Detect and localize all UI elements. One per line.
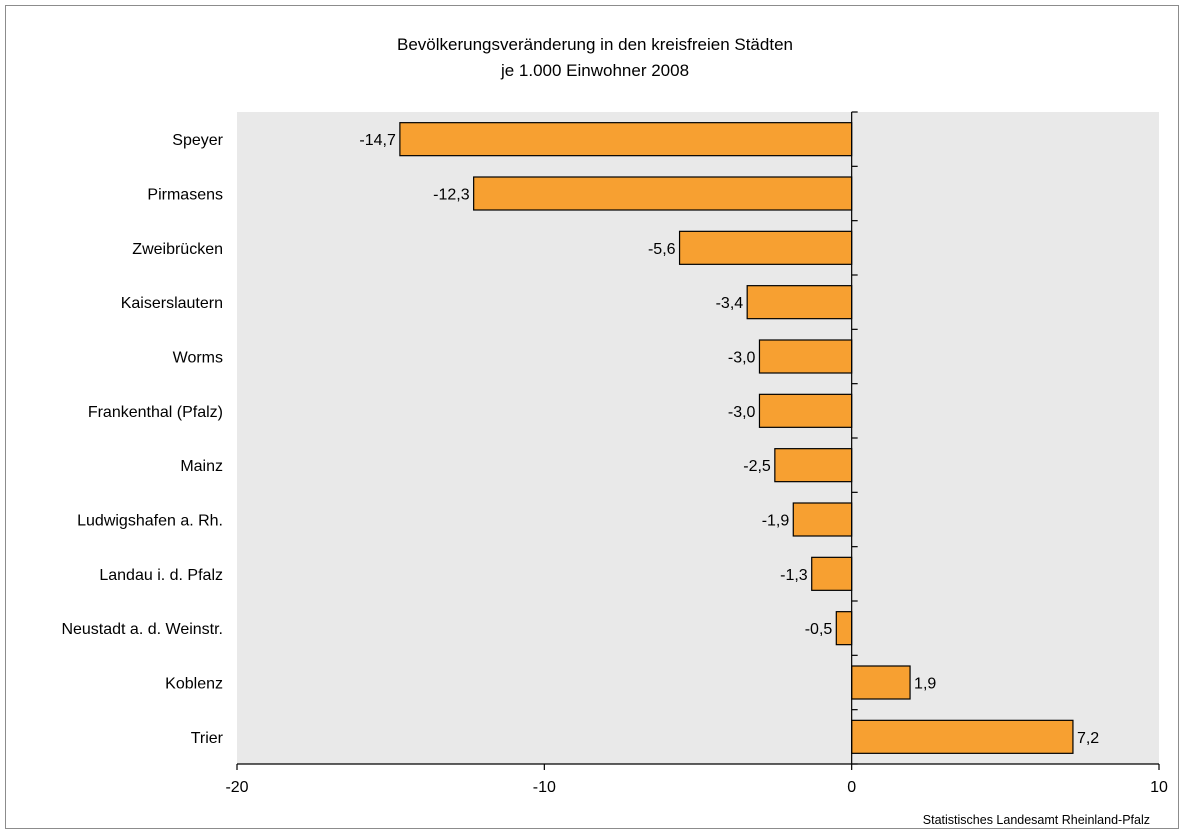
- bar: [758, 339, 853, 374]
- category-label: Ludwigshafen a. Rh.: [77, 513, 223, 530]
- data-label: -2,5: [743, 458, 771, 475]
- axis-layer: [236, 111, 1160, 770]
- data-label: -12,3: [433, 187, 470, 204]
- bar: [678, 230, 853, 265]
- data-label: -1,3: [780, 567, 808, 584]
- category-label: Landau i. d. Pfalz: [99, 567, 223, 584]
- category-label: Mainz: [180, 458, 223, 475]
- data-label: 7,2: [1077, 730, 1099, 747]
- bar: [399, 122, 853, 157]
- bar: [811, 556, 853, 591]
- bar: [746, 285, 853, 320]
- category-label: Speyer: [172, 132, 223, 149]
- data-label: -14,7: [359, 132, 396, 149]
- plot-area: [237, 112, 1159, 764]
- bar: [758, 393, 853, 428]
- data-label: -0,5: [805, 621, 833, 638]
- category-label: Trier: [191, 730, 224, 747]
- category-label: Pirmasens: [147, 187, 223, 204]
- category-label: Frankenthal (Pfalz): [88, 404, 223, 421]
- category-label: Worms: [173, 350, 223, 367]
- chart-title: Bevölkerungsveränderung in den kreisfrei…: [397, 35, 793, 54]
- x-tick-label: 10: [1150, 779, 1168, 796]
- bar: [792, 502, 853, 537]
- bar: [851, 665, 911, 700]
- category-label: Koblenz: [165, 676, 223, 693]
- data-label: -3,0: [728, 350, 756, 367]
- bar: [774, 448, 853, 483]
- data-label: -3,0: [728, 404, 756, 421]
- chart-subtitle: je 1.000 Einwohner 2008: [500, 61, 689, 80]
- data-label: 1,9: [914, 676, 936, 693]
- bars-layer: [399, 122, 1074, 754]
- x-tick-label: 0: [847, 779, 856, 796]
- category-label: Kaiserslautern: [121, 295, 223, 312]
- data-label: -1,9: [762, 513, 790, 530]
- data-label: -3,4: [716, 295, 744, 312]
- category-label: Zweibrücken: [132, 241, 223, 258]
- x-tick-label: -10: [533, 779, 556, 796]
- category-label: Neustadt a. d. Weinstr.: [61, 621, 223, 638]
- x-tick-label: -20: [225, 779, 248, 796]
- data-label: -5,6: [648, 241, 676, 258]
- bar: [851, 719, 1074, 754]
- bar: [835, 611, 853, 646]
- bar: [473, 176, 853, 211]
- source-note: Statistisches Landesamt Rheinland-Pfalz: [923, 813, 1150, 827]
- labels-layer: Speyer -14,7 Pirmasens -12,3 Zweibrücken -5,6…: [61, 132, 1168, 796]
